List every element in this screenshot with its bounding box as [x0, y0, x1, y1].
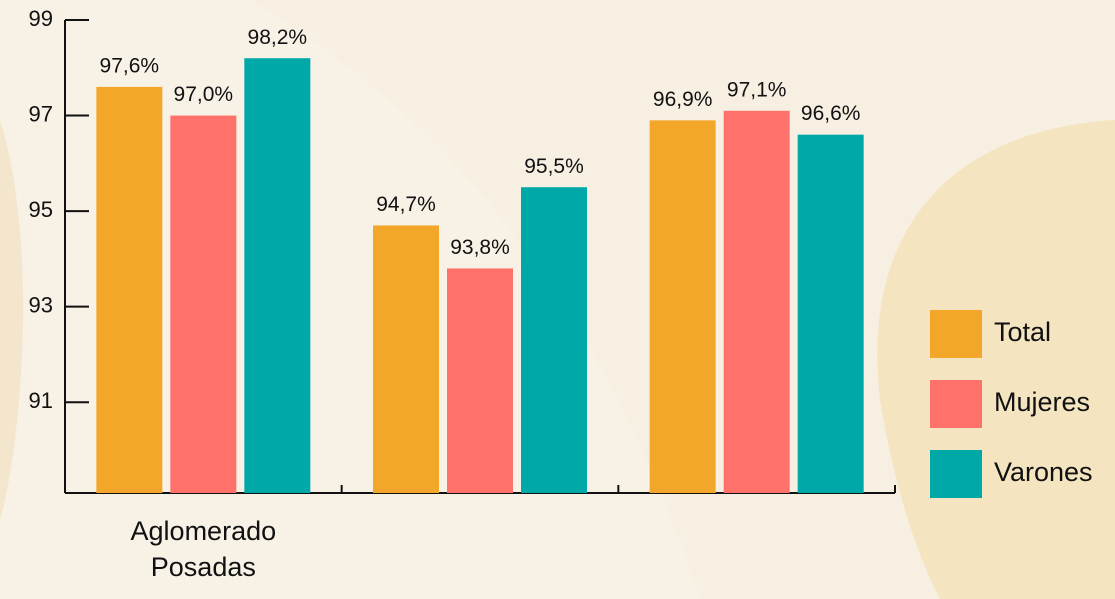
value-label: 97,0%	[174, 83, 234, 106]
value-label: 97,1%	[727, 78, 787, 101]
legend-label: Total	[994, 317, 1051, 347]
value-label: 96,6%	[801, 102, 861, 125]
bar	[649, 120, 716, 493]
value-label: 96,9%	[653, 88, 713, 111]
bar	[244, 58, 311, 493]
legend-swatch	[930, 380, 982, 428]
y-tick-label: 99	[29, 6, 53, 31]
legend-label: Mujeres	[994, 387, 1090, 417]
value-label: 93,8%	[450, 236, 510, 259]
value-label: 98,2%	[248, 26, 308, 49]
legend-swatch	[930, 450, 982, 498]
y-tick-label: 91	[29, 388, 53, 413]
bar	[373, 225, 439, 493]
background-blob	[0, 120, 24, 520]
y-tick-label: 95	[29, 197, 53, 222]
y-tick-label: 97	[29, 101, 53, 126]
value-label: 94,7%	[376, 193, 436, 216]
bar	[521, 187, 587, 493]
bar	[96, 86, 163, 493]
value-label: 95,5%	[524, 155, 584, 178]
bar	[797, 134, 864, 493]
y-tick-label: 93	[29, 292, 53, 317]
bar	[170, 115, 237, 494]
value-label: 97,6%	[100, 54, 160, 77]
bar	[723, 110, 790, 494]
x-tick-label: Aglomerado Posadas	[131, 516, 277, 582]
bar	[447, 268, 513, 493]
legend-swatch	[930, 310, 982, 358]
legend-label: Varones	[994, 457, 1093, 487]
